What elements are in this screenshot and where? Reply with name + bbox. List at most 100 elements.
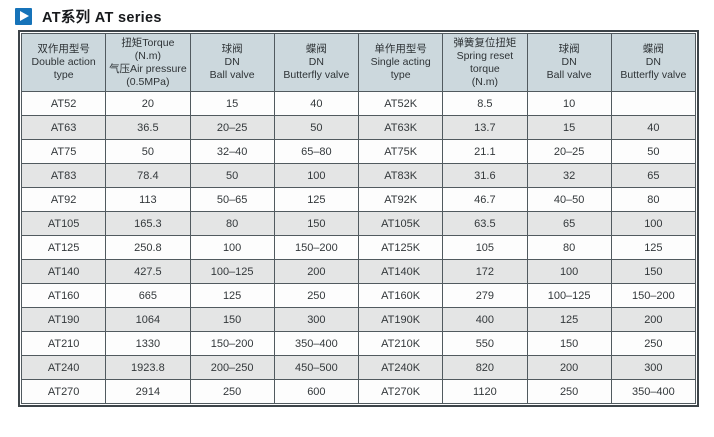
at-series-table-container: 双作用型号 Double action type 扭矩Torque (N.m) 气压Air… [18, 30, 699, 407]
table-row: AT63 36.5 20–25 50 AT63K 13.7 15 40 [20, 115, 697, 140]
table-cell: AT75 [20, 139, 107, 164]
table-cell: 300 [610, 355, 697, 380]
table-cell: 40 [610, 115, 697, 140]
table-cell: 65 [526, 211, 612, 236]
table-cell: 1064 [105, 307, 191, 332]
table-cell: AT160 [20, 283, 107, 308]
table-cell: 600 [273, 379, 360, 404]
table-cell: 200 [526, 355, 612, 380]
table-cell: 150 [526, 331, 612, 356]
table-cell: 100 [273, 163, 360, 188]
table-cell: AT160K [357, 283, 444, 308]
table-cell: 350–400 [610, 379, 697, 404]
table-cell: 250 [526, 379, 612, 404]
table-row: AT140 427.5 100–125 200 AT140K 172 100 150 [20, 259, 697, 284]
table-cell: 40–50 [526, 187, 612, 212]
table-cell: AT63 [20, 115, 107, 140]
table-cell: AT125 [20, 235, 107, 260]
table-cell: 1923.8 [105, 355, 191, 380]
table-cell: 50 [610, 139, 697, 164]
table-cell: 165.3 [105, 211, 191, 236]
table-cell: 150–200 [273, 235, 360, 260]
table-cell: 125 [526, 307, 612, 332]
table-cell: 100 [189, 235, 275, 260]
table-cell: 80 [610, 187, 697, 212]
table-cell: 40 [273, 91, 360, 116]
table-cell [610, 91, 697, 116]
table-cell: 100 [610, 211, 697, 236]
table-cell: AT190 [20, 307, 107, 332]
table-cell: AT83K [357, 163, 444, 188]
play-icon [15, 7, 32, 25]
table-row: AT105 165.3 80 150 AT105K 63.5 65 100 [20, 211, 697, 236]
table-cell: 150 [273, 211, 360, 236]
table-row: AT240 1923.8 200–250 450–500 AT240K 820 200 300 [20, 355, 697, 380]
page-title: AT系列 AT series [15, 7, 714, 26]
table-cell: 50 [189, 163, 275, 188]
table-cell: AT63K [357, 115, 444, 140]
table-cell: 125 [610, 235, 697, 260]
table-cell: AT210 [20, 331, 107, 356]
table-cell: 46.7 [442, 187, 528, 212]
table-cell: 250 [189, 379, 275, 404]
table-cell: 450–500 [273, 355, 360, 380]
table-cell: 200 [273, 259, 360, 284]
table-cell: 50–65 [189, 187, 275, 212]
table-cell: 427.5 [105, 259, 191, 284]
table-cell: 2914 [105, 379, 191, 404]
table-cell: 125 [273, 187, 360, 212]
table-cell: AT83 [20, 163, 107, 188]
table-row: AT83 78.4 50 100 AT83K 31.6 32 65 [20, 163, 697, 188]
table-cell: AT75K [357, 139, 444, 164]
table-cell: AT52 [20, 91, 107, 116]
table-cell: 32 [526, 163, 612, 188]
table-cell: 21.1 [442, 139, 528, 164]
table-cell: 20–25 [526, 139, 612, 164]
table-cell: AT270 [20, 379, 107, 404]
table-cell: 100 [526, 259, 612, 284]
table-row: AT75 50 32–40 65–80 AT75K 21.1 20–25 50 [20, 139, 697, 164]
at-series-table: 双作用型号 Double action type 扭矩Torque (N.m) 气压Air… [20, 33, 697, 404]
table-cell: 350–400 [273, 331, 360, 356]
table-cell: 31.6 [442, 163, 528, 188]
column-header: 蝶阀 DN Butterfly valve [610, 33, 697, 92]
table-cell: 250 [610, 331, 697, 356]
header-row: 双作用型号 Double action type 扭矩Torque (N.m) 气压Air… [20, 33, 697, 92]
table-row: AT160 665 125 250 AT160K 279 100–125 150–200 [20, 283, 697, 308]
column-header: 弹簧复位扭矩 Spring reset torque (N.m) [442, 33, 528, 92]
column-header: 单作用型号 Single acting type [357, 33, 444, 92]
table-cell: AT140K [357, 259, 444, 284]
table-cell: AT52K [357, 91, 444, 116]
table-cell: 200 [610, 307, 697, 332]
table-cell: AT140 [20, 259, 107, 284]
table-cell: 36.5 [105, 115, 191, 140]
table-cell: 100–125 [189, 259, 275, 284]
table-row: AT125 250.8 100 150–200 AT125K 105 80 125 [20, 235, 697, 260]
table-row: AT210 1330 150–200 350–400 AT210K 550 150 250 [20, 331, 697, 356]
table-cell: AT105K [357, 211, 444, 236]
table-cell: 20–25 [189, 115, 275, 140]
table-cell: 10 [526, 91, 612, 116]
table-cell: 200–250 [189, 355, 275, 380]
table-cell: 50 [273, 115, 360, 140]
table-cell: 100–125 [526, 283, 612, 308]
table-row: AT92 113 50–65 125 AT92K 46.7 40–50 80 [20, 187, 697, 212]
table-cell: 15 [189, 91, 275, 116]
table-cell: 20 [105, 91, 191, 116]
table-row: AT52 20 15 40 AT52K 8.5 10 [20, 91, 697, 116]
table-cell: 150 [610, 259, 697, 284]
table-cell: AT270K [357, 379, 444, 404]
table-cell: AT92 [20, 187, 107, 212]
table-cell: AT105 [20, 211, 107, 236]
column-header: 球阀 DN Ball valve [526, 33, 612, 92]
table-cell: 13.7 [442, 115, 528, 140]
table-cell: 80 [189, 211, 275, 236]
table-cell: 15 [526, 115, 612, 140]
column-header: 球阀 DN Ball valve [189, 33, 275, 92]
table-cell: 250 [273, 283, 360, 308]
table-cell: 65 [610, 163, 697, 188]
table-cell: 150 [189, 307, 275, 332]
table-cell: 8.5 [442, 91, 528, 116]
table-cell: 150–200 [610, 283, 697, 308]
page-title-text: AT系列 AT series [42, 9, 162, 26]
